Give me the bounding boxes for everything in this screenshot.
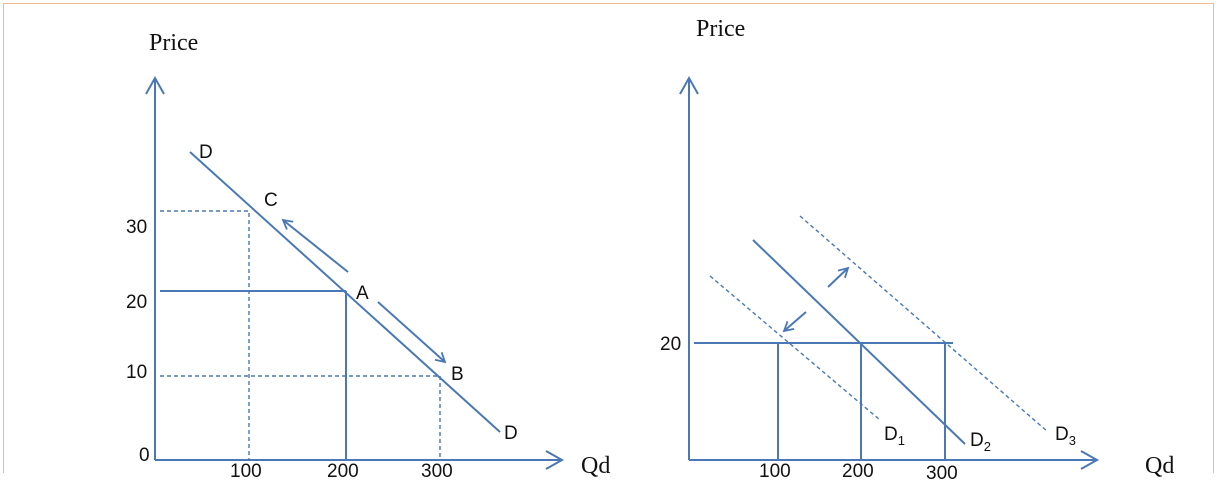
right-y-tick-20: 20 [660,334,681,355]
left-arrow-to-b [377,301,447,364]
left-x-tick-300: 300 [421,461,453,482]
left-point-b-guides [160,375,441,460]
left-x-axis-label: Qd [581,453,610,479]
left-y-tick-20: 20 [126,292,147,313]
right-shift-arrow-down [782,311,807,333]
left-y-axis-arrowhead [145,75,165,95]
left-point-a-label: A [356,283,369,304]
left-point-c-guides [160,210,250,460]
left-curve-label-top: D [199,142,213,163]
left-y-tick-0: 0 [139,445,150,466]
right-curve-label-d3: D3 [1055,424,1076,448]
right-curve-label-d1: D1 [884,424,905,448]
left-x-tick-100: 100 [230,461,262,482]
left-x-tick-200: 200 [327,461,359,482]
right-x-tick-100: 100 [759,461,791,482]
left-y-tick-10: 10 [126,362,147,383]
left-x-axis-arrowhead [545,450,565,470]
right-diagram: Price Qd 20 100 200 300 D1 D2 D3 [660,16,1174,483]
right-x-tick-200: 200 [842,461,874,482]
left-curve-label-bottom: D [504,423,518,444]
right-x-axis-arrowhead [1080,450,1100,470]
right-curve-label-d2: D2 [970,430,991,454]
left-arrow-to-c [281,218,349,273]
right-demand-curve-d3 [799,215,1049,433]
right-demand-curve-d1 [709,275,881,421]
left-y-tick-30: 30 [126,217,147,238]
figure-frame [3,3,1214,473]
right-y-axis-label: Price [696,16,745,42]
left-point-c-label: C [264,190,278,211]
right-x-tick-300: 300 [926,463,958,483]
left-y-axis-label: Price [149,30,198,56]
right-y-axis-arrowhead [679,75,699,95]
left-diagram: Price Qd 30 20 10 0 100 200 300 D D C A … [126,30,610,482]
right-x-axis-label: Qd [1145,453,1174,479]
right-shift-arrow-up [827,266,850,288]
left-point-b-label: B [451,364,464,385]
